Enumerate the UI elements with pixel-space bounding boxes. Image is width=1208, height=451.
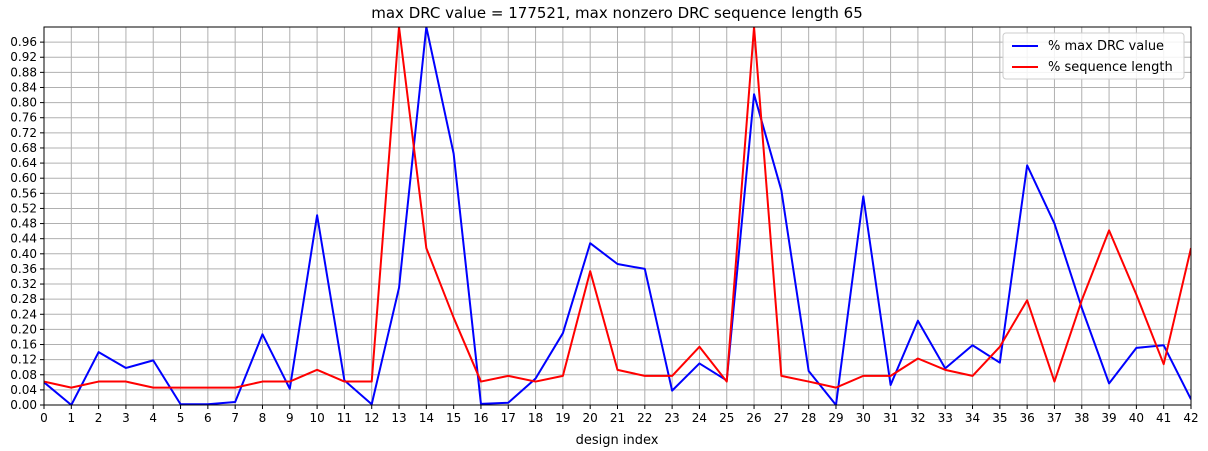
- chart-title: max DRC value = 177521, max nonzero DRC …: [371, 4, 863, 22]
- x-tick-label: 7: [231, 411, 239, 425]
- x-tick-label: 0: [40, 411, 48, 425]
- x-tick-label: 8: [259, 411, 267, 425]
- y-tick-label: 0.44: [10, 232, 37, 246]
- grid-lines: [43, 27, 1192, 406]
- y-tick-label: 0.16: [10, 338, 37, 352]
- x-tick-label: 40: [1129, 411, 1144, 425]
- series-layer: [44, 27, 1191, 405]
- y-tick-label: 0.64: [10, 156, 37, 170]
- x-tick-label: 10: [309, 411, 324, 425]
- y-tick-label: 0.24: [10, 307, 37, 321]
- x-tick-label: 23: [664, 411, 679, 425]
- y-tick-label: 0.96: [10, 35, 37, 49]
- legend: % max DRC value % sequence length: [1002, 32, 1185, 80]
- y-tick-label: 0.20: [10, 322, 37, 336]
- x-tick-label: 41: [1156, 411, 1171, 425]
- y-tick-label: 0.08: [10, 368, 37, 382]
- legend-box: [1002, 32, 1185, 80]
- x-tick-label: 19: [555, 411, 570, 425]
- x-tick-label: 36: [1020, 411, 1035, 425]
- y-tick-label: 0.36: [10, 262, 37, 276]
- x-tick-label: 12: [364, 411, 379, 425]
- y-tick-label: 0.04: [10, 383, 37, 397]
- x-tick-label: 14: [419, 411, 434, 425]
- y-tick-label: 0.68: [10, 141, 37, 155]
- x-tick-label: 31: [883, 411, 898, 425]
- x-tick-label: 34: [965, 411, 980, 425]
- x-tick-label: 28: [801, 411, 816, 425]
- y-tick-label: 0.32: [10, 277, 37, 291]
- y-axis-ticks: 0.000.040.080.120.16 0.200.240.280.320.36…: [10, 35, 44, 412]
- legend-label: % sequence length: [1048, 60, 1173, 75]
- x-tick-label: 13: [391, 411, 406, 425]
- x-tick-label: 6: [204, 411, 212, 425]
- x-tick-label: 27: [774, 411, 789, 425]
- x-tick-label: 38: [1074, 411, 1089, 425]
- y-tick-label: 0.84: [10, 80, 37, 94]
- x-tick-label: 22: [637, 411, 652, 425]
- x-tick-label: 24: [692, 411, 707, 425]
- x-tick-label: 16: [473, 411, 488, 425]
- x-tick-label: 15: [446, 411, 461, 425]
- x-tick-label: 9: [286, 411, 294, 425]
- x-tick-label: 30: [856, 411, 871, 425]
- x-tick-label: 33: [938, 411, 953, 425]
- series-line-max-drc-value: [44, 27, 1191, 405]
- x-tick-label: 3: [122, 411, 130, 425]
- y-tick-label: 0.92: [10, 50, 37, 64]
- x-axis-title: design index: [576, 433, 659, 448]
- y-tick-label: 0.40: [10, 247, 37, 261]
- x-tick-label: 5: [177, 411, 185, 425]
- x-tick-label: 32: [910, 411, 925, 425]
- y-tick-label: 0.88: [10, 65, 37, 79]
- y-tick-label: 0.12: [10, 353, 37, 367]
- y-tick-label: 0.76: [10, 111, 37, 125]
- y-tick-label: 0.56: [10, 186, 37, 200]
- x-tick-label: 1: [67, 411, 75, 425]
- x-tick-label: 20: [583, 411, 598, 425]
- y-tick-label: 0.72: [10, 126, 37, 140]
- x-tick-label: 11: [337, 411, 352, 425]
- y-tick-label: 0.28: [10, 292, 37, 306]
- x-tick-label: 2: [95, 411, 103, 425]
- legend-label: % max DRC value: [1048, 39, 1164, 54]
- x-tick-label: 39: [1101, 411, 1116, 425]
- series-line-sequence-length: [44, 27, 1191, 389]
- x-tick-label: 29: [828, 411, 843, 425]
- x-tick-label: 18: [528, 411, 543, 425]
- y-tick-label: 0.00: [10, 398, 37, 412]
- y-tick-label: 0.60: [10, 171, 37, 185]
- y-tick-label: 0.52: [10, 201, 37, 215]
- x-tick-label: 35: [992, 411, 1007, 425]
- x-tick-label: 17: [501, 411, 516, 425]
- x-tick-label: 4: [149, 411, 157, 425]
- y-tick-label: 0.48: [10, 217, 37, 231]
- x-tick-label: 25: [719, 411, 734, 425]
- x-tick-label: 42: [1183, 411, 1198, 425]
- x-axis-ticks: 0 1 2 3 4 5 6 7 8 9 10 11 12 13 14 15 16 17 18 19 20 21 22 23 24…: [40, 405, 1199, 425]
- x-tick-label: 26: [746, 411, 761, 425]
- x-tick-label: 37: [1047, 411, 1062, 425]
- x-tick-label: 21: [610, 411, 625, 425]
- y-tick-label: 0.80: [10, 96, 37, 110]
